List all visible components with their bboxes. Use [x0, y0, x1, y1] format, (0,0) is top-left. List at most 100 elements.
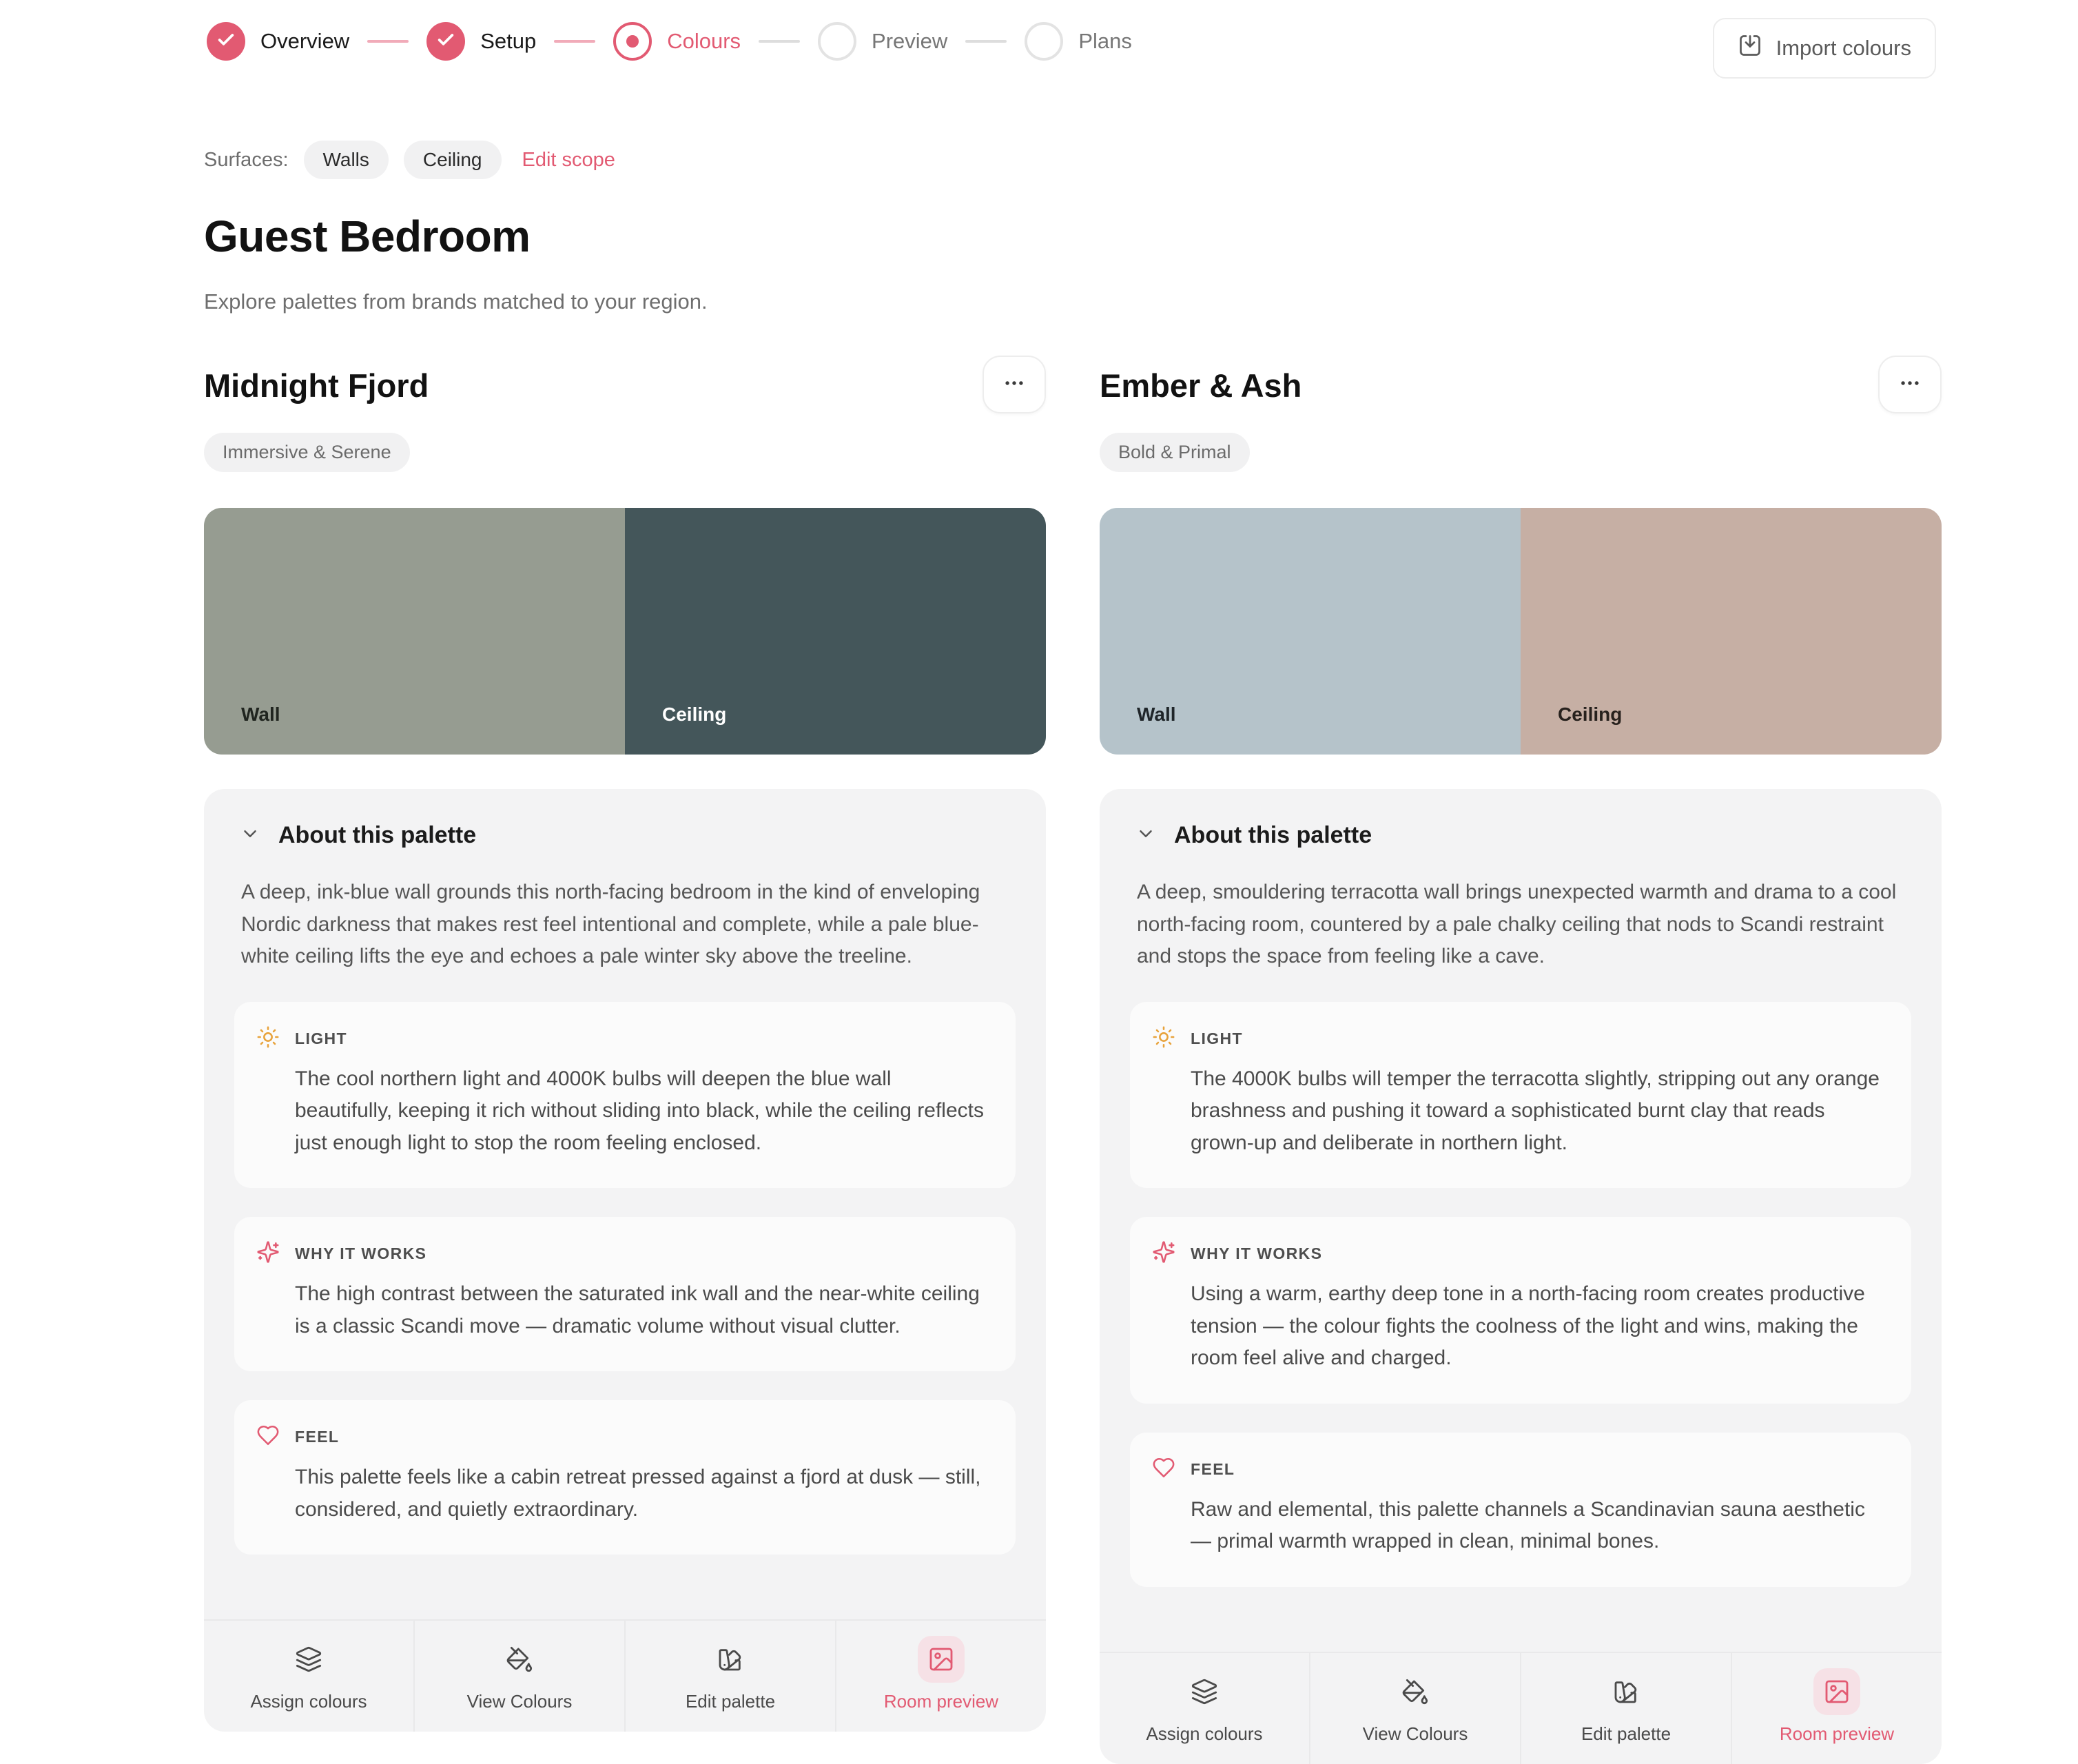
- step-setup-label: Setup: [480, 29, 537, 53]
- step-preview[interactable]: Preview: [818, 22, 947, 61]
- ceiling-swatch: Ceiling: [625, 508, 1046, 755]
- assign-colours-button[interactable]: Assign colours: [1100, 1653, 1309, 1764]
- palette-cards: Midnight Fjord Immersive & Serene Wall C…: [0, 356, 2078, 1764]
- step-plans-label: Plans: [1078, 29, 1132, 53]
- why-it-works-info-card: WHY IT WORKS Using a warm, earthy deep t…: [1130, 1217, 1911, 1404]
- wall-swatch: Wall: [204, 508, 625, 755]
- assign-colours-button[interactable]: Assign colours: [204, 1621, 413, 1732]
- swatch-book-icon: [707, 1636, 754, 1683]
- wall-swatch-label: Wall: [1137, 704, 1176, 725]
- check-icon: [216, 30, 236, 53]
- info-label: LIGHT: [295, 1029, 347, 1047]
- ellipsis-icon: [1002, 371, 1026, 398]
- stepper: Overview Setup Colours Preview Plans: [207, 22, 1132, 61]
- view-colours-button[interactable]: View Colours: [413, 1621, 624, 1732]
- wall-swatch: Wall: [1100, 508, 1521, 755]
- info-text: The high contrast between the saturated …: [295, 1282, 980, 1337]
- step-plans-circle: [1025, 22, 1064, 61]
- info-label: FEEL: [295, 1428, 340, 1446]
- palette-actions: Assign colours View Colours: [204, 1619, 1046, 1732]
- check-icon: [436, 30, 455, 53]
- step-preview-label: Preview: [872, 29, 948, 53]
- palette-tag: Immersive & Serene: [204, 433, 410, 472]
- surfaces-label: Surfaces:: [204, 148, 289, 171]
- ellipsis-icon: [1898, 371, 1922, 398]
- about-collapse-toggle[interactable]: About this palette: [234, 822, 1016, 849]
- top-bar: Overview Setup Colours Preview Plans: [0, 0, 2078, 79]
- stepper-connector: [554, 40, 596, 43]
- about-collapse-toggle[interactable]: About this palette: [1130, 822, 1911, 849]
- surfaces-row: Surfaces: Walls Ceiling Edit scope: [204, 141, 1942, 179]
- sparkles-icon: [1152, 1240, 1175, 1267]
- palette-title: Ember & Ash: [1100, 367, 1302, 404]
- more-options-button[interactable]: [1878, 356, 1942, 413]
- heart-icon: [256, 1424, 280, 1450]
- wall-swatch-label: Wall: [241, 704, 280, 725]
- paint-bucket-icon: [1392, 1668, 1439, 1715]
- feel-info-card: FEEL This palette feels like a cabin ret…: [234, 1400, 1016, 1555]
- about-panel: About this palette A deep, smouldering t…: [1100, 789, 1942, 1764]
- palette-card-midnight-fjord: Midnight Fjord Immersive & Serene Wall C…: [204, 356, 1046, 1732]
- sun-icon: [1152, 1025, 1175, 1052]
- step-setup[interactable]: Setup: [426, 22, 536, 61]
- import-colours-button[interactable]: Import colours: [1712, 18, 1936, 79]
- action-label: Edit palette: [1581, 1723, 1671, 1744]
- active-step-dot: [626, 35, 639, 48]
- action-label: Room preview: [883, 1691, 999, 1712]
- palette-swatch: Wall Ceiling: [1100, 508, 1942, 755]
- palette-actions: Assign colours View Colours: [1100, 1651, 1942, 1764]
- step-overview[interactable]: Overview: [207, 22, 349, 61]
- edit-palette-button[interactable]: Edit palette: [1520, 1652, 1731, 1764]
- stepper-connector: [759, 40, 801, 43]
- action-label: View Colours: [1362, 1723, 1468, 1744]
- view-colours-button[interactable]: View Colours: [1309, 1652, 1520, 1764]
- import-button-label: Import colours: [1776, 36, 1911, 60]
- about-title: About this palette: [278, 822, 477, 848]
- info-label: LIGHT: [1191, 1029, 1243, 1047]
- palette-title: Midnight Fjord: [204, 367, 429, 404]
- step-colours-circle: [613, 22, 652, 61]
- step-colours[interactable]: Colours: [613, 22, 741, 61]
- step-overview-label: Overview: [260, 29, 350, 53]
- about-description: A deep, smouldering terracotta wall brin…: [1137, 881, 1897, 967]
- surface-chip-ceiling[interactable]: Ceiling: [403, 141, 502, 179]
- swatch-book-icon: [1603, 1668, 1649, 1715]
- about-description: A deep, ink-blue wall grounds this north…: [241, 881, 980, 967]
- room-preview-button[interactable]: Room preview: [1731, 1652, 1942, 1764]
- about-panel: About this palette A deep, ink-blue wall…: [204, 789, 1046, 1732]
- layers-icon: [285, 1636, 332, 1683]
- info-text: The cool northern light and 4000K bulbs …: [295, 1067, 984, 1154]
- action-label: Edit palette: [685, 1691, 776, 1712]
- page-header: Surfaces: Walls Ceiling Edit scope Guest…: [0, 141, 2078, 314]
- stepper-connector: [367, 40, 409, 43]
- heart-icon: [1152, 1456, 1175, 1483]
- about-title: About this palette: [1174, 822, 1372, 848]
- action-label: Assign colours: [250, 1691, 367, 1712]
- room-preview-button[interactable]: Room preview: [835, 1621, 1046, 1732]
- step-preview-circle: [818, 22, 857, 61]
- step-overview-circle: [207, 22, 245, 61]
- light-info-card: LIGHT The cool northern light and 4000K …: [234, 1001, 1016, 1188]
- action-label: Room preview: [1779, 1723, 1895, 1744]
- edit-scope-link[interactable]: Edit scope: [522, 148, 615, 171]
- info-label: WHY IT WORKS: [1191, 1244, 1323, 1262]
- more-options-button[interactable]: [983, 356, 1046, 413]
- surface-chip-walls[interactable]: Walls: [303, 141, 389, 179]
- info-text: Using a warm, earthy deep tone in a nort…: [1191, 1282, 1865, 1369]
- step-setup-circle: [426, 22, 466, 61]
- action-label: Assign colours: [1146, 1723, 1263, 1744]
- stepper-connector: [965, 40, 1007, 43]
- sun-icon: [256, 1025, 280, 1052]
- image-icon: [1813, 1668, 1860, 1715]
- info-label: FEEL: [1191, 1459, 1235, 1478]
- step-plans[interactable]: Plans: [1025, 22, 1132, 61]
- info-text: This palette feels like a cabin retreat …: [295, 1466, 981, 1521]
- edit-palette-button[interactable]: Edit palette: [624, 1621, 835, 1732]
- feel-info-card: FEEL Raw and elemental, this palette cha…: [1130, 1432, 1911, 1587]
- palette-swatch: Wall Ceiling: [204, 508, 1046, 755]
- light-info-card: LIGHT The 4000K bulbs will temper the te…: [1130, 1001, 1911, 1188]
- paint-bucket-icon: [496, 1636, 543, 1683]
- ceiling-swatch-label: Ceiling: [1558, 704, 1623, 725]
- step-colours-label: Colours: [667, 29, 741, 53]
- image-icon: [918, 1636, 965, 1683]
